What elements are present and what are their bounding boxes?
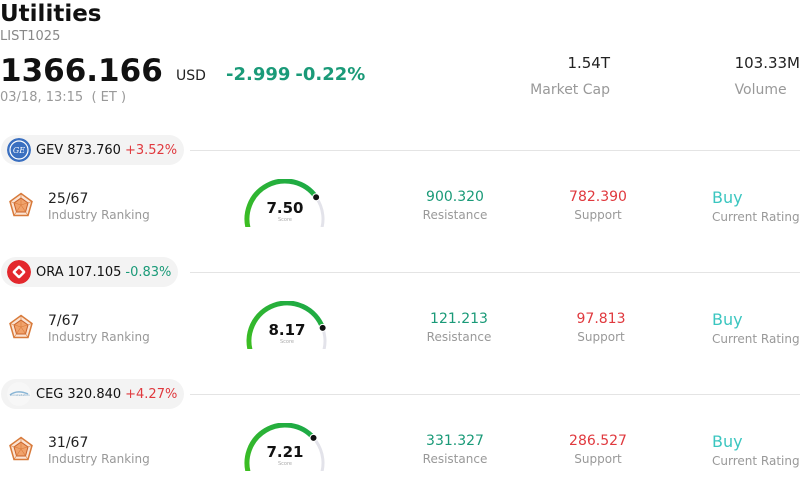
ge-logo-icon: GE xyxy=(7,138,31,162)
current-rating[interactable]: Buy Current Rating xyxy=(712,310,800,347)
stock-change: -0.83% xyxy=(125,264,172,280)
resistance-label: Resistance xyxy=(426,330,492,344)
support-value: 782.390 xyxy=(569,189,627,205)
stock-pill[interactable]: GE GEV 873.760 +3.52% xyxy=(1,135,185,165)
ranking-pentagon-icon xyxy=(8,436,34,462)
resistance-metric: 331.327 Resistance xyxy=(405,433,505,467)
support-value: 97.813 xyxy=(576,311,626,327)
support-label: Support xyxy=(577,330,625,344)
stock-section-ceg: Constellation CEG 320.840 +4.27% 31/67 Indust… xyxy=(0,379,800,488)
stock-change: +4.27% xyxy=(125,386,178,402)
svg-text:Constellation: Constellation xyxy=(10,393,30,397)
score-label: Score xyxy=(277,461,292,467)
support-metric: 286.527 Support xyxy=(548,433,648,467)
current-rating[interactable]: Buy Current Rating xyxy=(712,432,800,469)
rating-value: Buy xyxy=(712,188,743,207)
index-code: LIST1025 xyxy=(0,29,61,44)
gauge-marker xyxy=(309,433,318,442)
index-title: Utilities xyxy=(0,1,102,27)
stock-symbol: CEG xyxy=(36,386,64,402)
support-value: 286.527 xyxy=(569,433,627,449)
market-cap-stat: 1.54T Market Cap xyxy=(530,54,610,99)
resistance-metric: 121.213 Resistance xyxy=(409,311,509,345)
currency-label: USD xyxy=(176,68,206,84)
score-label: Score xyxy=(279,339,294,345)
score-label: Score xyxy=(277,217,292,223)
support-metric: 97.813 Support xyxy=(551,311,651,345)
stock-symbol: GEV xyxy=(36,142,64,158)
stock-section-ora: ORA 107.105 -0.83% 7/67 Industry Ranking 8.17… xyxy=(0,257,800,379)
support-metric: 782.390 Support xyxy=(548,189,648,223)
index-change: -2.999 -0.22% xyxy=(226,64,365,86)
industry-rank-value: 31/67 xyxy=(48,435,89,451)
change-percent: -0.22% xyxy=(295,64,366,85)
resistance-value: 900.320 xyxy=(426,189,484,205)
section-divider xyxy=(190,150,800,151)
industry-rank-label: Industry Ranking xyxy=(48,452,150,466)
resistance-value: 121.213 xyxy=(430,311,488,327)
score-gauge: 7.21 Score xyxy=(242,423,328,471)
industry-rank-label: Industry Ranking xyxy=(48,208,150,222)
score-value: 8.17 xyxy=(268,321,306,339)
section-divider xyxy=(190,272,800,273)
industry-rank-value: 7/67 xyxy=(48,313,80,329)
market-cap-value: 1.54T xyxy=(567,54,610,72)
rating-value: Buy xyxy=(712,432,743,451)
stock-section-gev: GE GEV 873.760 +3.52% 25/67 Industry Ranking 7… xyxy=(0,135,800,257)
rating-label: Current Rating xyxy=(712,454,800,468)
ranking-pentagon-icon xyxy=(8,314,34,340)
score-gauge: 8.17 Score xyxy=(244,301,330,349)
ranking-pentagon-icon xyxy=(8,192,34,218)
support-label: Support xyxy=(574,452,622,466)
change-value: -2.999 xyxy=(226,64,291,85)
constellation-logo-icon: Constellation xyxy=(7,382,31,406)
stock-symbol: ORA xyxy=(36,264,64,280)
resistance-label: Resistance xyxy=(422,208,488,222)
score-gauge: 7.50 Score xyxy=(242,179,328,227)
volume-label: Volume xyxy=(734,82,787,98)
resistance-label: Resistance xyxy=(422,452,488,466)
stock-change: +3.52% xyxy=(124,142,178,158)
rating-value: Buy xyxy=(712,310,743,329)
stock-price: 107.105 xyxy=(67,264,122,280)
timestamp: 03/18, 13:15 ( ET ) xyxy=(0,90,127,105)
volume-stat: 103.33M Volume xyxy=(735,54,800,99)
current-rating[interactable]: Buy Current Rating xyxy=(712,188,800,225)
resistance-metric: 900.320 Resistance xyxy=(405,189,505,223)
stock-price: 873.760 xyxy=(67,142,121,158)
rating-label: Current Rating xyxy=(712,210,800,224)
stock-pill[interactable]: ORA 107.105 -0.83% xyxy=(1,257,179,287)
score-value: 7.21 xyxy=(266,443,304,461)
section-divider xyxy=(190,394,800,395)
gauge-marker xyxy=(312,193,321,202)
support-label: Support xyxy=(574,208,622,222)
index-price: 1366.166 xyxy=(0,53,163,89)
stock-price: 320.840 xyxy=(67,386,122,402)
volume-value: 103.33M xyxy=(734,54,800,72)
score-value: 7.50 xyxy=(266,199,304,217)
stock-pill[interactable]: Constellation CEG 320.840 +4.27% xyxy=(1,379,185,409)
svg-text:GE: GE xyxy=(13,146,25,155)
resistance-value: 331.327 xyxy=(426,433,484,449)
gauge-marker xyxy=(318,323,327,332)
industry-rank-label: Industry Ranking xyxy=(48,330,150,344)
rating-label: Current Rating xyxy=(712,332,800,346)
industry-rank-value: 25/67 xyxy=(48,191,89,207)
ormat-logo-icon xyxy=(7,260,31,284)
market-cap-label: Market Cap xyxy=(530,82,610,98)
